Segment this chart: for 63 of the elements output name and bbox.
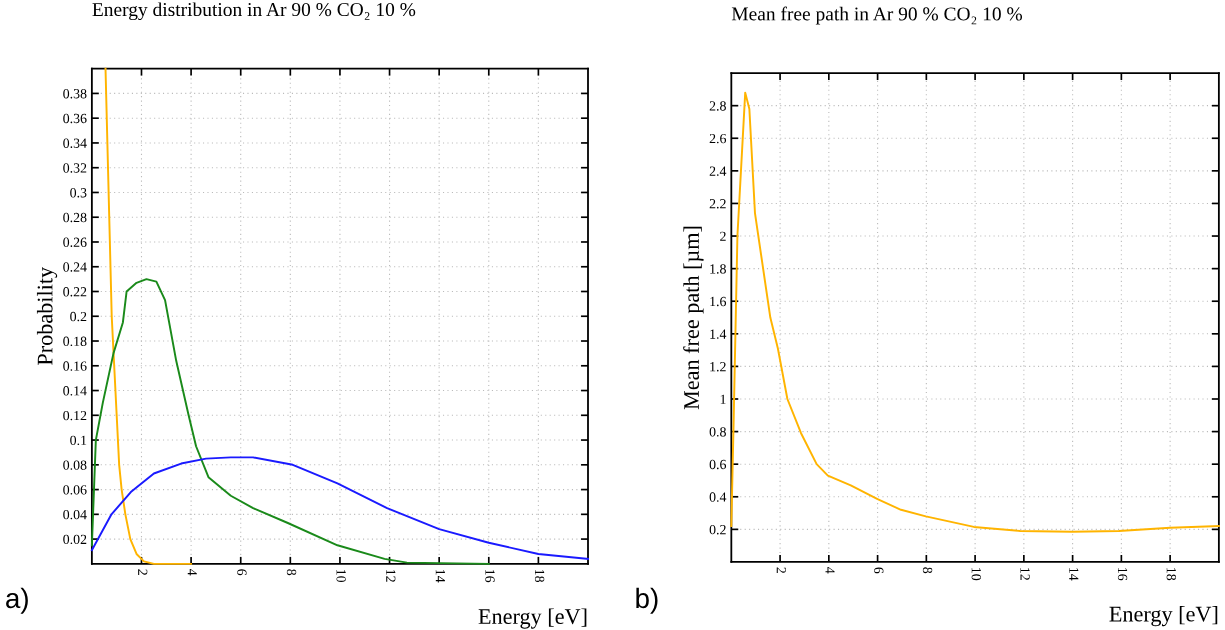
y-tick-label: 0.06: [63, 485, 87, 495]
line-series: [104, 67, 193, 565]
y-axis-title: Mean free path [µm]: [683, 226, 704, 410]
y-tick-label: 0.36: [63, 113, 87, 124]
chart-title: Mean free path in Ar 90 % CO₂ 10 %: [731, 6, 1023, 25]
y-tick-label: 2.6: [709, 133, 727, 144]
text: a): [6, 587, 28, 614]
line-series: [90, 278, 490, 565]
y-tick-label: 0.14: [63, 386, 87, 396]
y-tick-label: 0.12: [63, 410, 87, 421]
y-tick-label: 0.08: [63, 460, 87, 470]
y-tick-label: 0.22: [63, 287, 87, 297]
x-tick-label: 12: [1020, 568, 1030, 580]
x-tick-label: 6: [237, 569, 247, 576]
x-tick-label: 12: [386, 569, 396, 582]
x-tick-label: 4: [187, 568, 197, 576]
y-tick-label: 0.02: [63, 534, 87, 545]
y-tick-label: 2: [720, 231, 726, 241]
x-tick-label: 10: [336, 569, 346, 583]
y-tick-label: 0.28: [63, 212, 87, 223]
y-tick-label: 1.4: [710, 329, 727, 339]
y-tick-label: 0.24: [63, 262, 87, 272]
text: b): [636, 587, 658, 614]
line-series: [730, 91, 1220, 533]
x-tick-label: 18: [534, 569, 545, 583]
x-tick-label: 8: [922, 567, 933, 574]
y-tick-label: 0.4: [709, 492, 727, 502]
y-tick-label: 1.8: [710, 264, 726, 274]
x-tick-label: 16: [485, 569, 495, 583]
y-tick-label: 0.16: [63, 361, 87, 371]
x-tick-label: 6: [874, 567, 884, 574]
y-tick-label: 0.1: [70, 435, 87, 446]
y-tick-label: 1.6: [710, 296, 727, 307]
x-tick-label: 10: [971, 568, 981, 581]
x-tick-label: 16: [1117, 568, 1128, 581]
chart-title: Energy distribution in Ar 90 % CO₂ 10 %: [92, 2, 416, 21]
y-tick-label: 2.2: [709, 199, 726, 209]
x-tick-label: 14: [1069, 568, 1079, 581]
y-tick-label: 0.3: [70, 188, 87, 198]
y-tick-label: 1.2: [710, 362, 726, 372]
y-tick-label: 0.04: [63, 509, 87, 520]
x-tick-label: 4: [825, 567, 835, 574]
x-tick-label: 2: [138, 569, 148, 575]
y-tick-label: 0.26: [63, 237, 87, 247]
x-tick-label: 18: [1166, 568, 1177, 581]
y-axis-title: Probability: [36, 266, 58, 365]
y-tick-label: 1: [720, 394, 726, 404]
y-tick-label: 2.8: [709, 101, 726, 111]
y-tick-label: 2.4: [709, 166, 727, 176]
line-series: [90, 456, 589, 560]
x-tick-label: 14: [435, 569, 445, 583]
y-tick-label: 0.2: [709, 524, 726, 535]
y-tick-label: 0.34: [63, 138, 87, 148]
y-tick-label: 0.18: [63, 336, 87, 347]
x-axis-title: Energy [eV]: [1109, 605, 1218, 627]
x-axis-title: Energy [eV]: [478, 608, 587, 629]
y-tick-label: 0.2: [70, 311, 87, 322]
y-tick-label: 0.38: [63, 89, 87, 99]
y-tick-label: 0.6: [709, 459, 727, 470]
x-tick-label: 8: [286, 569, 297, 576]
y-tick-label: 0.32: [63, 163, 87, 173]
y-tick-label: 0.8: [709, 427, 726, 437]
x-tick-label: 2: [776, 567, 786, 573]
